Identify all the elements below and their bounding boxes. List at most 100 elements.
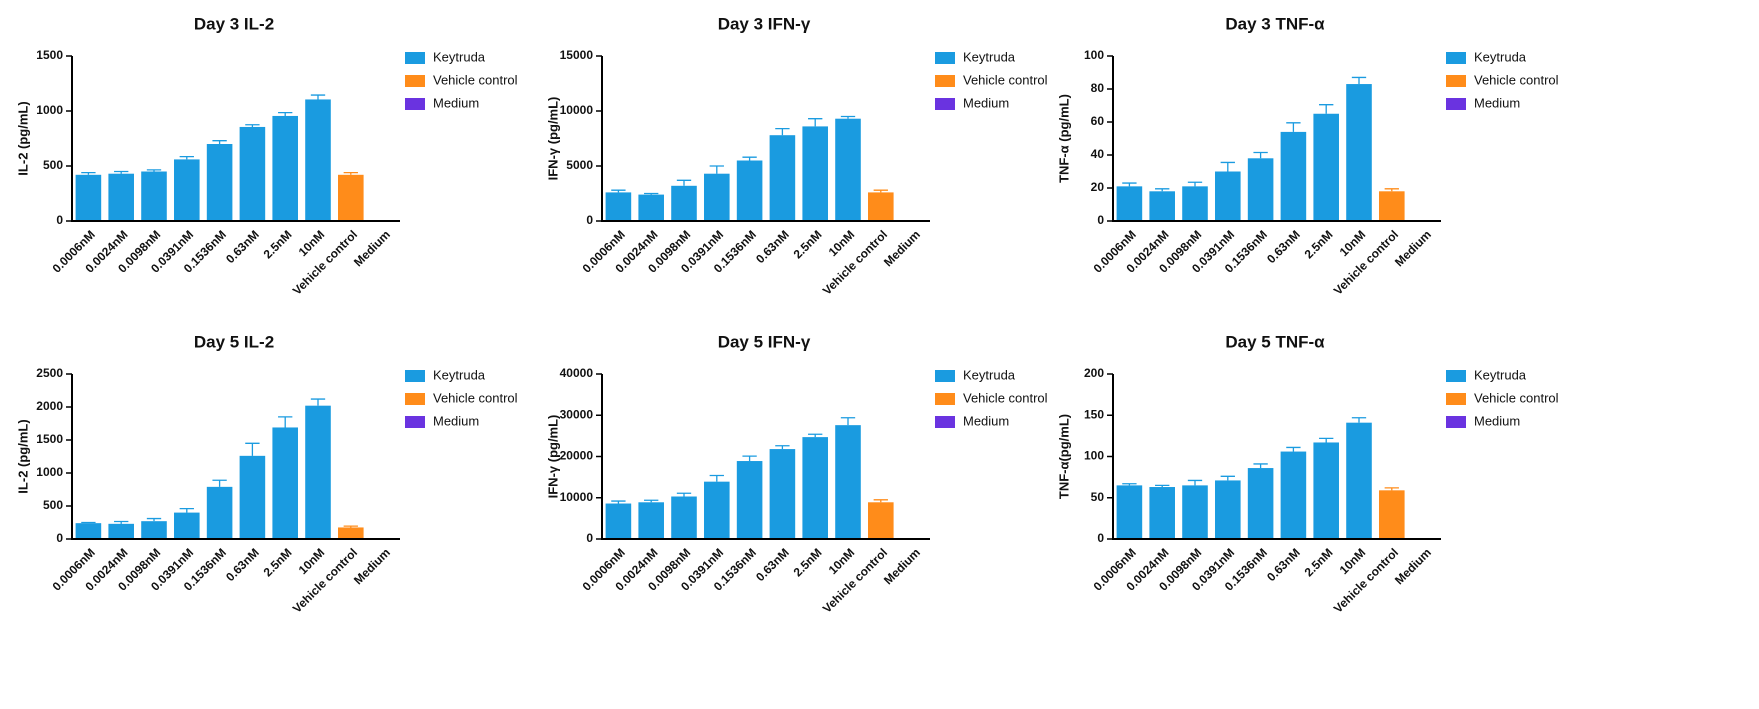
y-tick-label: 1000	[36, 465, 63, 479]
error-bar	[775, 127, 790, 136]
bar	[174, 159, 200, 221]
bar	[671, 496, 697, 539]
bar	[868, 502, 894, 539]
bar	[141, 521, 167, 539]
error-bar	[146, 517, 162, 522]
legend-swatch	[935, 393, 955, 405]
x-tick-label: 2.5nM	[1302, 545, 1336, 579]
bar	[305, 99, 331, 221]
error-bar	[343, 525, 358, 528]
bar	[638, 194, 664, 221]
bar	[1346, 422, 1372, 539]
legend-swatch	[935, 370, 955, 382]
error-bar	[1319, 437, 1334, 443]
y-tick-label: 30000	[560, 407, 594, 421]
legend-label: Keytruda	[433, 367, 486, 382]
bar	[605, 503, 632, 539]
legend-label: Medium	[963, 413, 1009, 428]
chart-title: Day 3 IFN-γ	[718, 14, 811, 33]
bar	[108, 173, 134, 221]
legend-swatch	[405, 52, 425, 64]
error-bar	[81, 521, 96, 524]
x-tick-label: 0.63nM	[753, 227, 792, 266]
bar	[1346, 84, 1372, 221]
y-tick-label: 100	[1084, 48, 1104, 62]
y-tick-label: 0	[56, 213, 63, 227]
x-tick-label: Medium	[881, 545, 923, 587]
y-tick-label: 1000	[36, 103, 63, 117]
error-bar	[1122, 483, 1137, 486]
bar	[305, 405, 331, 539]
bar	[206, 144, 233, 221]
bar	[174, 512, 200, 539]
x-tick-label: 2.5nM	[791, 227, 825, 261]
y-tick-label: 10000	[560, 490, 594, 504]
y-tick-label: 0	[586, 213, 593, 227]
y-tick-label: 20	[1091, 180, 1105, 194]
legend-label: Medium	[1474, 413, 1520, 428]
x-tick-label: 2.5nM	[261, 227, 295, 261]
legend-swatch	[1446, 52, 1466, 64]
y-tick-label: 0	[1097, 531, 1104, 545]
y-axis-label: TNF-α(pg/mL)	[1056, 414, 1071, 499]
error-bar	[114, 520, 129, 524]
legend-label: Vehicle control	[963, 72, 1048, 87]
x-tick-label: 0.63nM	[1264, 545, 1303, 584]
error-bar	[742, 156, 757, 161]
error-bar	[114, 170, 129, 174]
x-tick-label: 0.63nM	[1264, 227, 1303, 266]
bar	[1182, 186, 1208, 221]
y-axis-label: IL-2 (pg/mL)	[15, 419, 30, 493]
y-tick-label: 500	[43, 158, 63, 172]
legend-label: Keytruda	[1474, 49, 1527, 64]
y-tick-label: 15000	[560, 48, 594, 62]
bar	[75, 523, 102, 539]
bar	[272, 427, 298, 539]
bar	[671, 185, 697, 221]
error-bar	[644, 192, 659, 195]
bar	[1149, 191, 1175, 221]
y-tick-label: 200	[1084, 366, 1104, 380]
y-axis-label: IL-2 (pg/mL)	[15, 101, 30, 175]
bar	[1116, 485, 1143, 539]
legend-swatch	[405, 393, 425, 405]
y-tick-label: 5000	[566, 158, 593, 172]
legend-swatch	[405, 98, 425, 110]
axis	[71, 374, 400, 540]
error-bar	[840, 115, 856, 119]
error-bar	[1220, 161, 1235, 172]
bar	[141, 171, 167, 221]
y-tick-label: 0	[586, 531, 593, 545]
bar	[605, 192, 632, 221]
error-bar	[775, 445, 790, 450]
bar	[239, 126, 266, 221]
bar	[736, 160, 763, 221]
bar	[1182, 485, 1208, 539]
legend-label: Medium	[433, 413, 479, 428]
error-bar	[873, 499, 888, 503]
bar	[868, 192, 894, 221]
bar	[1280, 451, 1307, 539]
bar	[1116, 186, 1143, 221]
error-bar	[873, 189, 888, 193]
y-tick-label: 100	[1084, 449, 1104, 463]
legend-swatch	[1446, 75, 1466, 87]
error-bar	[245, 442, 260, 456]
error-bar	[1187, 479, 1203, 486]
error-bar	[808, 118, 823, 127]
legend-label: Medium	[433, 95, 479, 110]
legend-swatch	[935, 98, 955, 110]
legend-label: Vehicle control	[963, 390, 1048, 405]
x-tick-label: Medium	[351, 227, 393, 269]
legend-swatch	[405, 416, 425, 428]
y-tick-label: 10000	[560, 103, 594, 117]
y-axis-label: IFN-γ (pg/mL)	[545, 97, 560, 181]
legend-label: Medium	[963, 95, 1009, 110]
chart-title: Day 5 TNF-α	[1225, 332, 1325, 351]
bar	[802, 437, 828, 539]
bar	[769, 449, 796, 539]
error-bar	[146, 169, 162, 172]
y-tick-label: 0	[1097, 213, 1104, 227]
error-bar	[1351, 76, 1367, 85]
